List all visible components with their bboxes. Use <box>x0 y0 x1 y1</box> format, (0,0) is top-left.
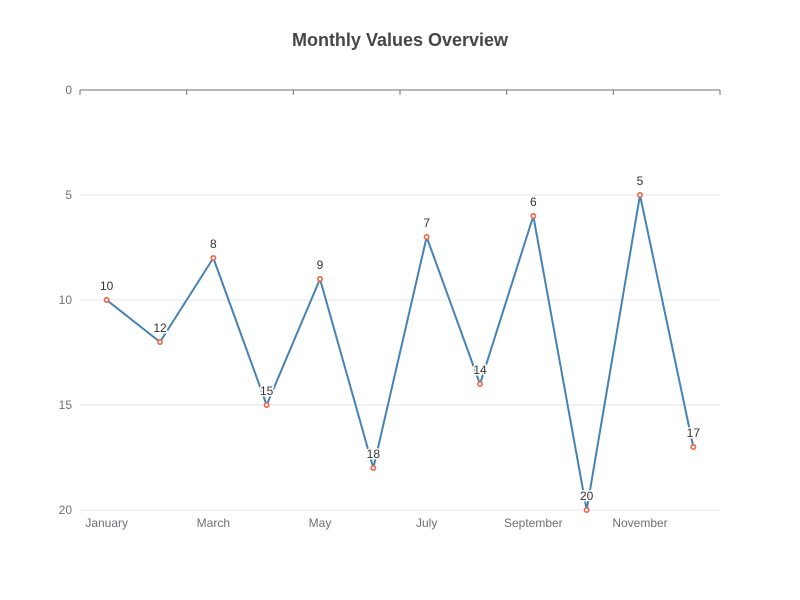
grid-lines <box>80 194 720 511</box>
data-label: 12 <box>153 321 167 335</box>
data-label: 17 <box>687 426 701 440</box>
data-point[interactable] <box>210 255 217 262</box>
data-label: 6 <box>530 195 537 209</box>
data-point[interactable] <box>583 506 590 513</box>
labels-layer: 10 12 8 15 9 18 7 14 6 20 5 17 <box>98 173 701 505</box>
data-point[interactable] <box>157 338 164 345</box>
y-tick-label: 5 <box>65 188 72 202</box>
data-label: 15 <box>260 384 274 398</box>
data-point[interactable] <box>263 401 270 408</box>
data-point[interactable] <box>476 380 483 387</box>
data-label: 9 <box>317 258 324 272</box>
data-point[interactable] <box>530 213 537 220</box>
data-point[interactable] <box>636 192 643 199</box>
data-label: 18 <box>367 447 381 461</box>
data-point[interactable] <box>370 464 377 471</box>
data-label: 7 <box>423 216 430 230</box>
axes: 0 5 10 15 20 January March May July September Nove… <box>59 83 721 530</box>
data-label: 8 <box>210 237 217 251</box>
data-label: 10 <box>100 279 114 293</box>
y-tick-label: 0 <box>65 83 72 97</box>
y-tick-label: 15 <box>59 398 73 412</box>
data-point[interactable] <box>103 296 110 303</box>
y-tick-label: 10 <box>59 293 73 307</box>
x-tick-label: November <box>612 516 667 530</box>
data-label: 5 <box>637 174 644 188</box>
data-point[interactable] <box>423 234 430 241</box>
y-tick-label: 20 <box>59 503 73 517</box>
x-tick-label: January <box>85 516 128 530</box>
data-point[interactable] <box>316 275 323 282</box>
series-line <box>106 194 695 511</box>
series-layer <box>103 192 697 513</box>
x-tick-label: March <box>197 516 230 530</box>
data-label: 14 <box>473 363 487 377</box>
data-point[interactable] <box>690 443 697 450</box>
x-tick-label: July <box>416 516 437 530</box>
data-label: 20 <box>580 489 594 503</box>
x-tick-label: September <box>504 516 563 530</box>
chart-title: Monthly Values Overview <box>291 30 509 50</box>
x-tick-label: May <box>309 516 332 530</box>
